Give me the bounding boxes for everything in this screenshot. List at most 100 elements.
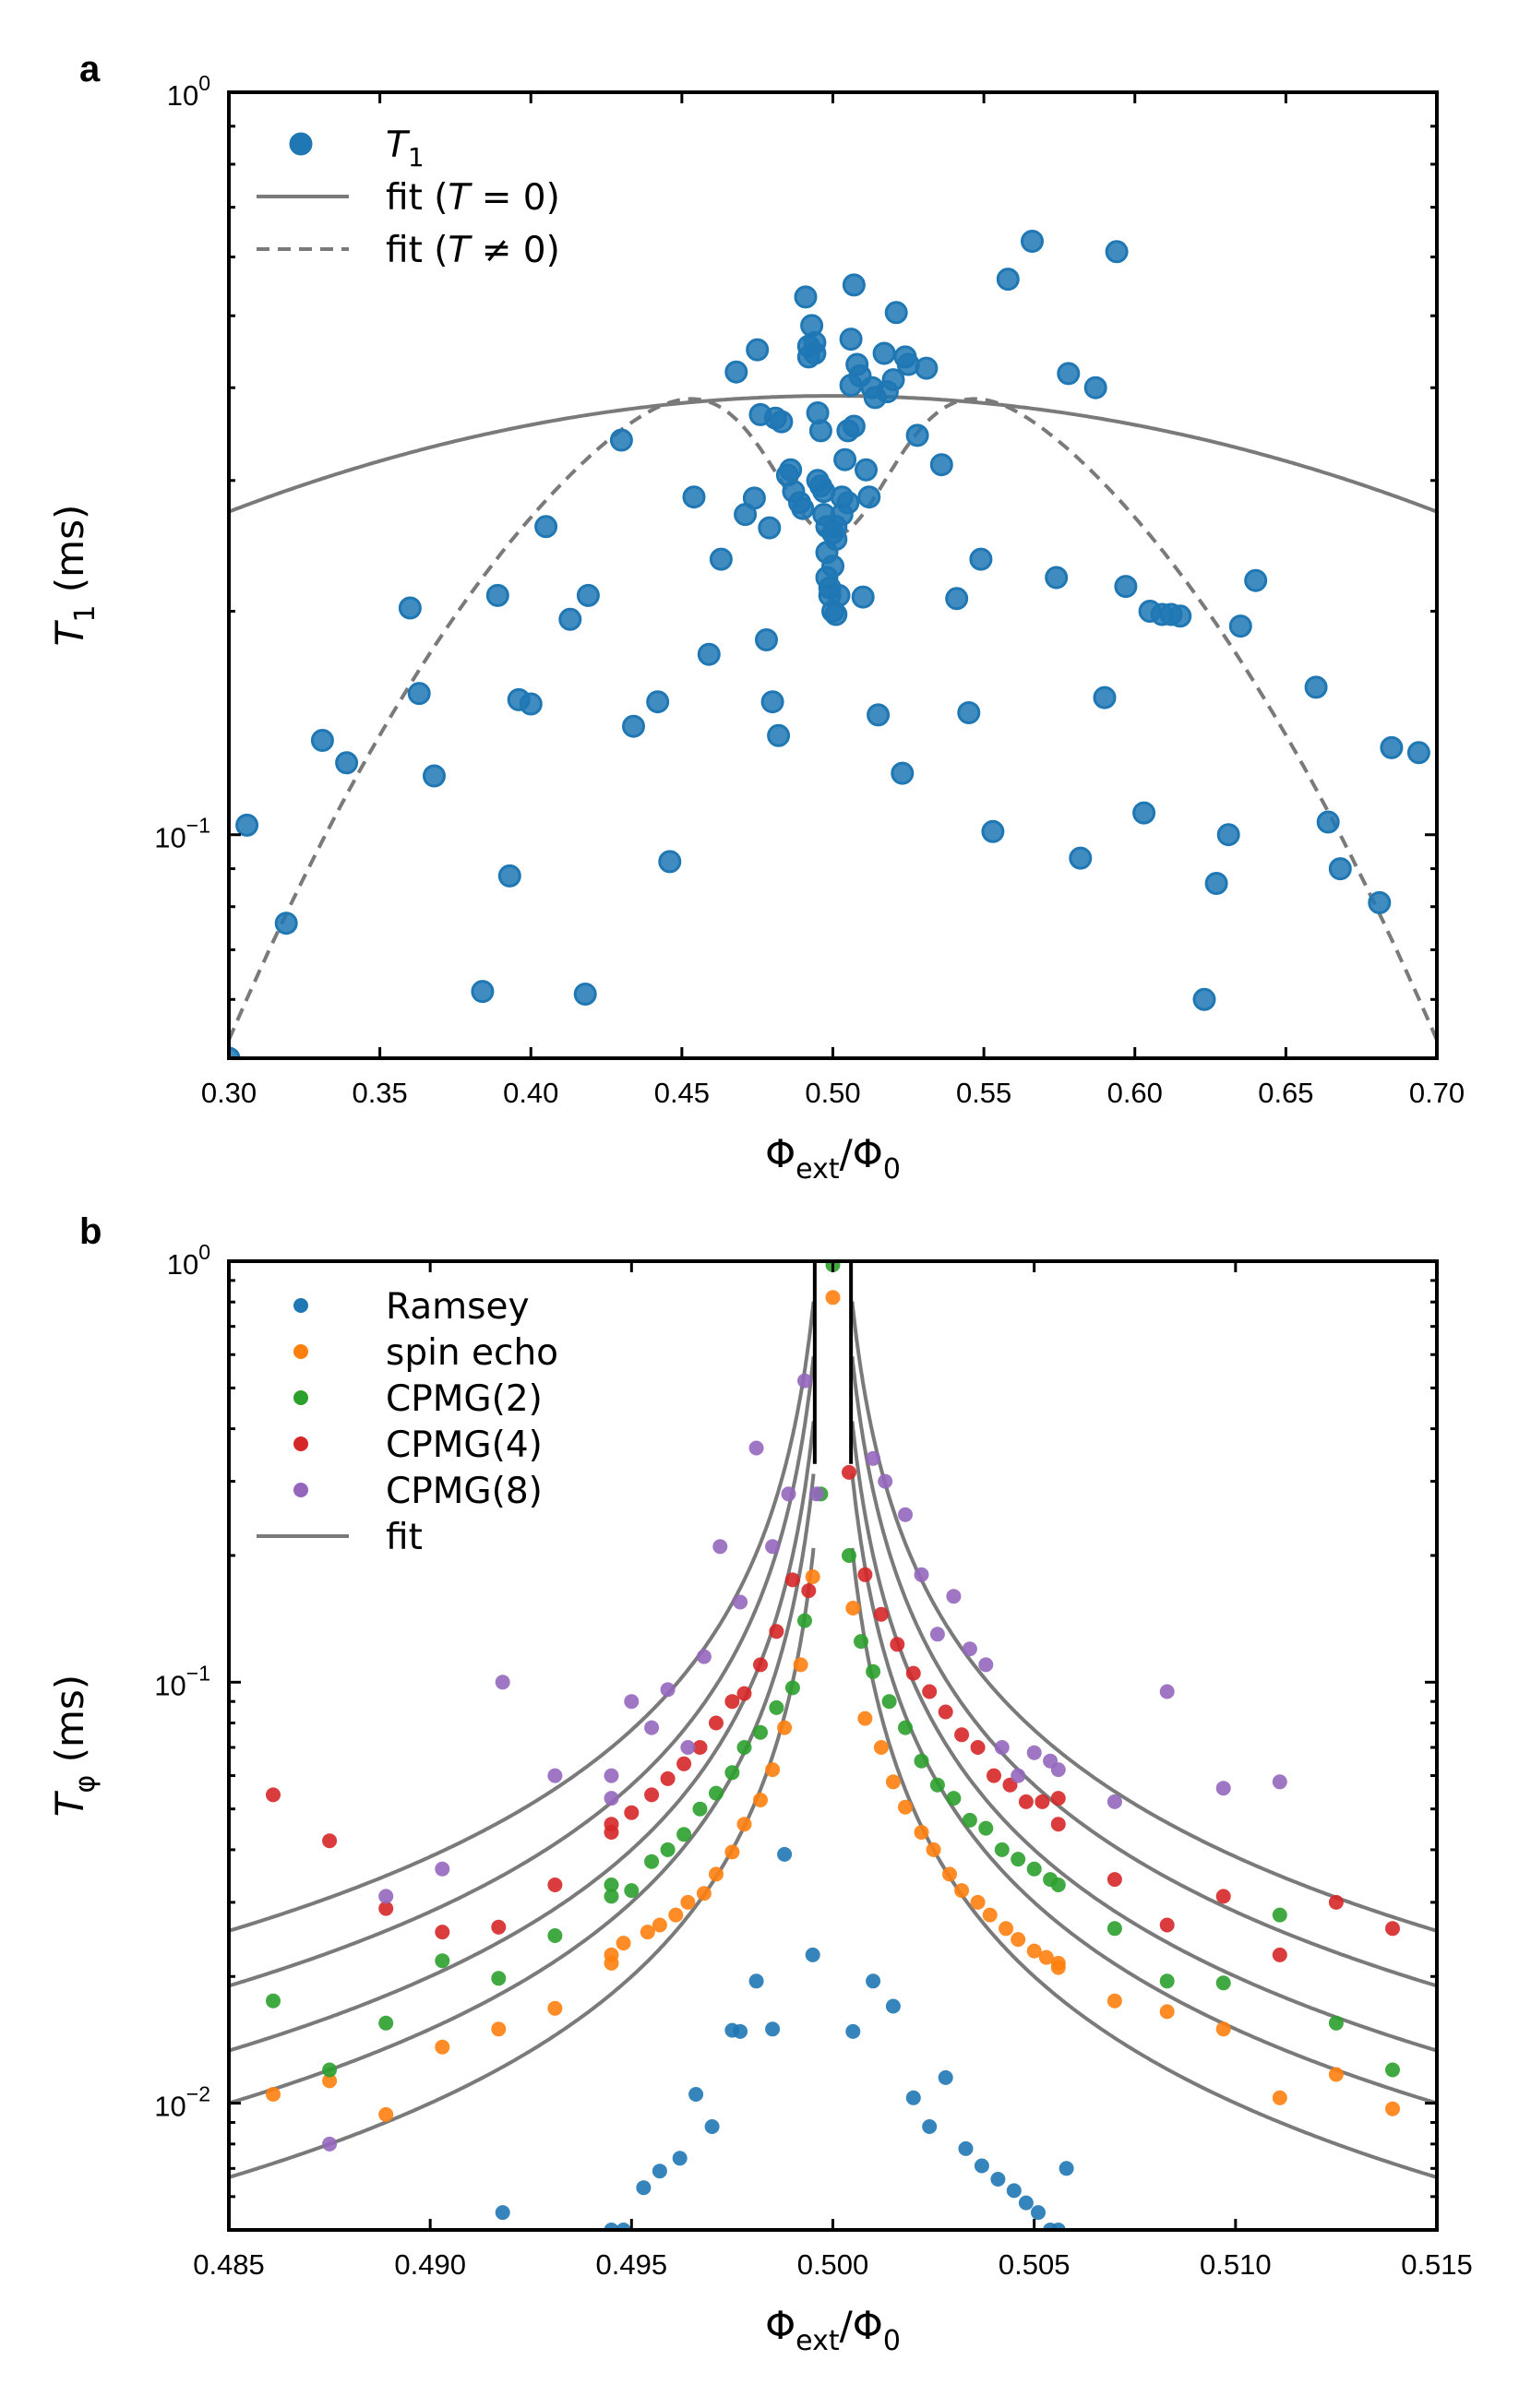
- x-axis-label: Φext/Φ0: [765, 1131, 901, 1186]
- data-point-t1: [808, 419, 832, 443]
- data-point-spin-echo: [793, 1657, 808, 1673]
- data-point-cpmg-4-: [753, 1657, 768, 1673]
- data-point-t1: [1368, 890, 1392, 914]
- data-point-t1: [891, 761, 915, 785]
- data-point-cpmg-4-: [378, 1901, 394, 1916]
- data-point-cpmg-8-: [435, 1861, 450, 1877]
- y-label-sub: 1: [69, 605, 102, 623]
- data-point-cpmg-8-: [748, 1440, 764, 1456]
- x-tick-label: 0.45: [654, 1077, 710, 1109]
- data-point-t1: [310, 729, 334, 752]
- data-point-ramsey: [672, 2151, 688, 2166]
- data-point-spin-echo: [322, 2073, 338, 2089]
- y-axis-label: Tφ (ms): [47, 1675, 102, 1817]
- data-point-cpmg-2-: [676, 1827, 692, 1842]
- data-point-spin-echo: [378, 2106, 394, 2122]
- data-point-cpmg-4-: [1385, 1921, 1400, 1937]
- data-point-t1: [881, 368, 905, 392]
- data-point-cpmg-4-: [938, 1704, 953, 1720]
- data-point-cpmg-4-: [922, 1684, 938, 1699]
- data-point-cpmg-2-: [797, 1613, 812, 1628]
- data-point-t1: [1045, 566, 1069, 590]
- data-point-ramsey: [748, 1973, 764, 1989]
- data-point-t1: [534, 515, 558, 539]
- data-point-t1: [423, 764, 446, 788]
- data-point-t1: [1168, 604, 1192, 628]
- data-point-cpmg-4-: [784, 1572, 800, 1588]
- data-point-t1: [229, 1046, 241, 1058]
- data-point-cpmg-2-: [1106, 1921, 1122, 1937]
- data-point-t1: [833, 447, 857, 471]
- data-point-cpmg-2-: [724, 1765, 740, 1781]
- legend-label: T1: [386, 125, 425, 173]
- x-tick-label: 0.485: [193, 2248, 265, 2281]
- data-point-cpmg-4-: [692, 1740, 708, 1755]
- data-point-ramsey: [1031, 2205, 1046, 2221]
- data-point-ramsey: [885, 1998, 901, 2014]
- data-point-cpmg-8-: [696, 1649, 712, 1664]
- data-point-cpmg-4-: [624, 1805, 640, 1820]
- data-point-cpmg-2-: [604, 1878, 619, 1892]
- fit-line-left-5: [229, 1301, 816, 1933]
- fit-line-left-3: [229, 1421, 816, 2053]
- data-point-t1: [1244, 568, 1268, 592]
- data-point-cpmg-2-: [866, 1663, 881, 1679]
- plot-area: [229, 230, 1437, 1058]
- data-point-t1: [1304, 675, 1328, 699]
- data-point-cpmg-8-: [797, 1373, 812, 1389]
- data-point-t1: [855, 458, 878, 482]
- legend-label: fit (T ≠ 0): [386, 230, 560, 271]
- data-point-cpmg-8-: [994, 1740, 1010, 1755]
- fit-line-T-nonzero: [229, 397, 1437, 1041]
- data-point-ramsey: [974, 2158, 989, 2174]
- legend-marker: [293, 1344, 308, 1359]
- data-point-cpmg-4-: [660, 1770, 676, 1786]
- data-point-cpmg-8-: [624, 1694, 640, 1710]
- y-tick-label: 10−1: [154, 814, 210, 854]
- data-point-spin-echo: [765, 1762, 781, 1778]
- data-point-t1: [407, 682, 431, 706]
- x-tick-label: 0.30: [201, 1077, 257, 1109]
- data-point-cpmg-8-: [1272, 1774, 1287, 1790]
- data-point-t1: [1406, 741, 1430, 765]
- data-point-t1: [697, 642, 721, 666]
- data-point-t1: [1021, 230, 1044, 253]
- data-point-t1: [872, 341, 896, 365]
- data-point-cpmg-8-: [547, 1768, 563, 1783]
- data-point-cpmg-2-: [624, 1883, 640, 1899]
- data-point-ramsey: [652, 2164, 667, 2179]
- data-point-t1: [724, 360, 748, 384]
- y-tick-label: 100: [167, 71, 210, 112]
- fit-line-right-3: [850, 1421, 1437, 2053]
- data-point-cpmg-4-: [676, 1756, 692, 1771]
- data-point-t1: [915, 356, 939, 380]
- data-point-t1: [1216, 823, 1240, 847]
- data-point-cpmg-4-: [970, 1740, 986, 1755]
- data-point-cpmg-8-: [1026, 1745, 1042, 1760]
- data-point-ramsey: [958, 2140, 974, 2156]
- plot-area: [229, 1261, 1437, 2230]
- data-point-cpmg-8-: [946, 1589, 962, 1604]
- data-point-t1: [905, 423, 929, 447]
- data-point-spin-echo: [1328, 2067, 1344, 2082]
- x-tick-label: 0.55: [956, 1077, 1011, 1109]
- data-point-cpmg-8-: [604, 1768, 619, 1783]
- data-point-t1: [497, 864, 521, 888]
- data-point-cpmg-4-: [1050, 1791, 1066, 1806]
- data-point-cpmg-4-: [724, 1694, 740, 1710]
- legend-label: spin echo: [386, 1332, 558, 1374]
- data-point-cpmg-4-: [890, 1637, 905, 1652]
- data-point-spin-echo: [547, 2000, 563, 2016]
- y-tick-label: 10−2: [154, 2082, 210, 2123]
- legend-label: fit: [386, 1517, 423, 1558]
- data-point-ramsey: [765, 2021, 781, 2037]
- data-point-cpmg-4-: [1106, 1872, 1122, 1888]
- data-point-spin-echo: [926, 1842, 941, 1857]
- data-point-t1: [1328, 857, 1352, 881]
- data-point-spin-echo: [652, 1917, 667, 1933]
- data-point-cpmg-4-: [1215, 1889, 1231, 1904]
- y-label-unit: (ms): [47, 1675, 92, 1775]
- data-point-ramsey: [1059, 2161, 1074, 2176]
- data-point-spin-echo: [845, 1601, 861, 1615]
